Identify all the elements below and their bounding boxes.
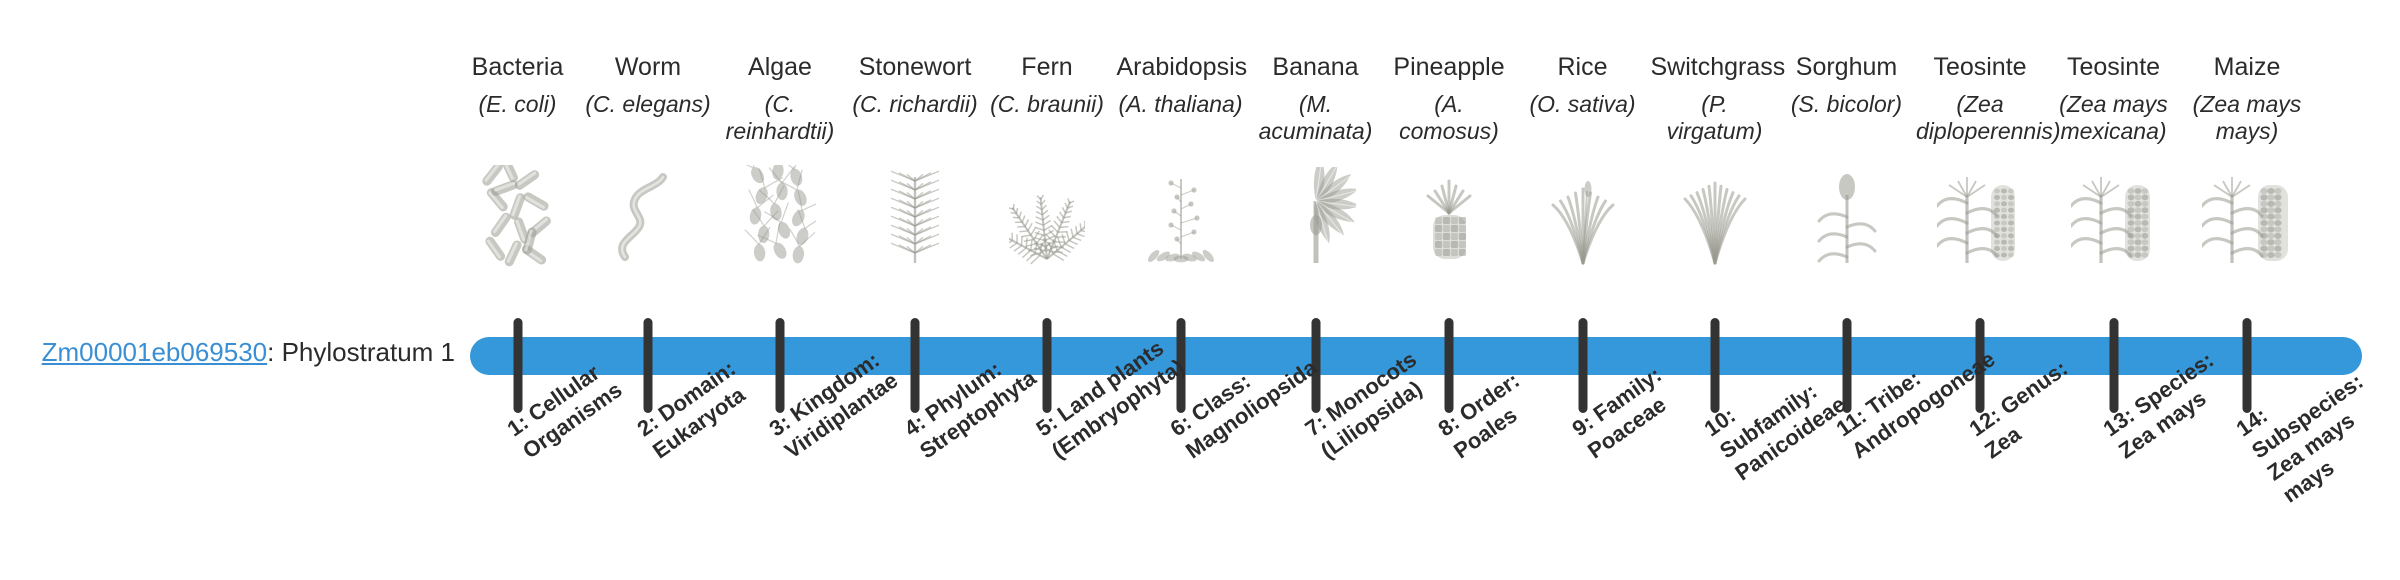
species-latin-name: (Zea mays mexicana) — [2059, 91, 2168, 144]
species-common-name: Banana — [1272, 53, 1359, 81]
stratum-label: 4: Phylum: Streptophyta — [899, 334, 1053, 464]
stratum-name: Subspecies: Zea mays mays — [2247, 368, 2368, 508]
species-common-name: Maize — [2213, 53, 2281, 81]
species-column: Teosinte (Zea diploperennis) — [1916, 52, 2061, 263]
species-common-name: Teosinte — [2066, 53, 2161, 81]
stratum-name: Class: Magnoliopsida — [1180, 354, 1322, 464]
species-common-name: Arabidopsis — [1116, 53, 1248, 81]
stratum-name: Order: Poales — [1449, 367, 1525, 464]
species-common-name: Sorghum — [1795, 53, 1898, 81]
rice-icon — [1519, 162, 1647, 267]
species-latin-name: (C. braunii) — [990, 91, 1104, 117]
stratum-label: 6: Class: Magnoliopsida — [1165, 334, 1322, 464]
species-latin-name: (C. richardii) — [852, 91, 978, 117]
species-common-name: Pineapple — [1393, 53, 1505, 81]
bacteria-icon — [454, 162, 582, 267]
species-common-name: Teosinte — [1933, 53, 2027, 81]
gene-separator: : — [267, 337, 282, 367]
species-column: Pineapple (A. comosus) — [1385, 52, 1513, 259]
species-latin-name: (A. thaliana) — [1118, 91, 1243, 117]
stratum-name: Kingdom: Viridiplantae — [780, 347, 903, 464]
species-common-name: Algae — [748, 53, 812, 81]
stratum-name: Phylum: Streptophyta — [915, 356, 1041, 464]
stratum-label: 5: Land plants (Embryophyta) — [1031, 334, 1189, 464]
species-latin-name: (E. coli) — [478, 91, 557, 117]
stratum-label: 2: Domain: Eukaryota — [632, 334, 786, 464]
stratum-label: 8: Order: Poales — [1433, 334, 1587, 464]
species-column: Teosinte (Zea mays mexicana) — [2050, 52, 2178, 263]
stratum-label: 13: Species: Zea mays — [2098, 334, 2252, 464]
species-latin-name: (O. sativa) — [1529, 91, 1636, 117]
species-latin-name: (Zea mays mays) — [2192, 91, 2302, 144]
species-common-name: Rice — [1557, 53, 1608, 81]
species-latin-name: (P. virgatum) — [1666, 91, 1763, 144]
stratum-label: 9: Family: Poaceae — [1567, 334, 1721, 464]
species-common-name: Stonewort — [858, 53, 972, 81]
species-latin-name: (M. acuminata) — [1258, 91, 1373, 144]
stratum-name: Subfamily: Panicoideae — [1714, 378, 1850, 486]
species-latin-name: (S. bicolor) — [1790, 91, 1903, 117]
species-column: Maize (Zea mays mays) — [2183, 52, 2311, 263]
arabidopsis-icon — [1117, 162, 1245, 267]
fern-icon — [983, 162, 1111, 267]
sorghum-icon — [1783, 162, 1911, 267]
stratum-name: Monocots (Liliopsida) — [1315, 346, 1427, 464]
species-latin-name: (A. comosus) — [1399, 91, 1499, 144]
banana-icon — [1252, 162, 1380, 267]
maize-icon — [2183, 162, 2311, 267]
species-column: Banana (M. acuminata) — [1252, 52, 1380, 263]
stratum-name: Cellular Organisms — [517, 359, 627, 464]
stratum-label: 10: Subfamily: Panicoideae — [1699, 334, 1868, 486]
species-column-row: Bacteria (E. coli) — [470, 52, 2380, 302]
stratum-name: Tribe: Andropogoneae — [1846, 346, 2000, 464]
species-common-name: Worm — [614, 53, 682, 81]
species-column: Rice (O. sativa) — [1519, 52, 1647, 265]
species-common-name: Fern — [1021, 53, 1073, 81]
species-column: Bacteria (E. coli) — [454, 52, 582, 267]
gene-id-link[interactable]: Zm00001eb069530 — [41, 337, 268, 367]
stratum-name: Domain: Eukaryota — [648, 355, 750, 464]
teosinte-diploperennis-icon — [1916, 162, 2044, 267]
switchgrass-icon — [1651, 162, 1779, 267]
stratum-name: Land plants (Embryophyta) — [1047, 335, 1189, 464]
stonewort-icon — [851, 162, 979, 267]
species-column: Stonewort (C. richardii) — [851, 52, 979, 263]
species-column: Worm (C. elegans) — [584, 52, 712, 261]
stratum-name: Family: Poaceae — [1582, 361, 1671, 464]
species-column: Algae (C. reinhardtii) — [716, 52, 844, 264]
stratum-name: Species: Zea mays — [2113, 347, 2218, 464]
species-column: Arabidopsis (A. thaliana) — [1116, 52, 1248, 263]
algae-icon — [716, 162, 844, 267]
species-column: Sorghum (S. bicolor) — [1783, 52, 1911, 263]
pineapple-icon — [1385, 162, 1513, 267]
species-column: Fern (C. braunii) — [983, 52, 1111, 265]
stratum-label: 14: Subspecies: Zea mays mays — [2231, 334, 2400, 509]
species-latin-name: (C. elegans) — [585, 91, 711, 117]
stratum-label: 7: Monocots (Liliopsida) — [1300, 334, 1454, 464]
species-latin-name: (Zea diploperennis) — [1916, 91, 2061, 144]
species-latin-name: (C. reinhardtii) — [725, 91, 835, 144]
species-common-name: Bacteria — [471, 53, 564, 81]
worm-icon — [584, 162, 712, 267]
stratum-label: 1: Cellular Organisms — [502, 334, 656, 464]
phylostratum-value: Phylostratum 1 — [281, 337, 455, 367]
teosinte-mexicana-icon — [2050, 162, 2178, 267]
gene-phylostratum-label: Zm00001eb069530: Phylostratum 1 — [0, 336, 455, 368]
stratum-label: 3: Kingdom: Viridiplantae — [764, 334, 918, 464]
species-column: Switchgrass (P. virgatum) — [1650, 52, 1786, 265]
species-common-name: Switchgrass — [1650, 53, 1786, 81]
